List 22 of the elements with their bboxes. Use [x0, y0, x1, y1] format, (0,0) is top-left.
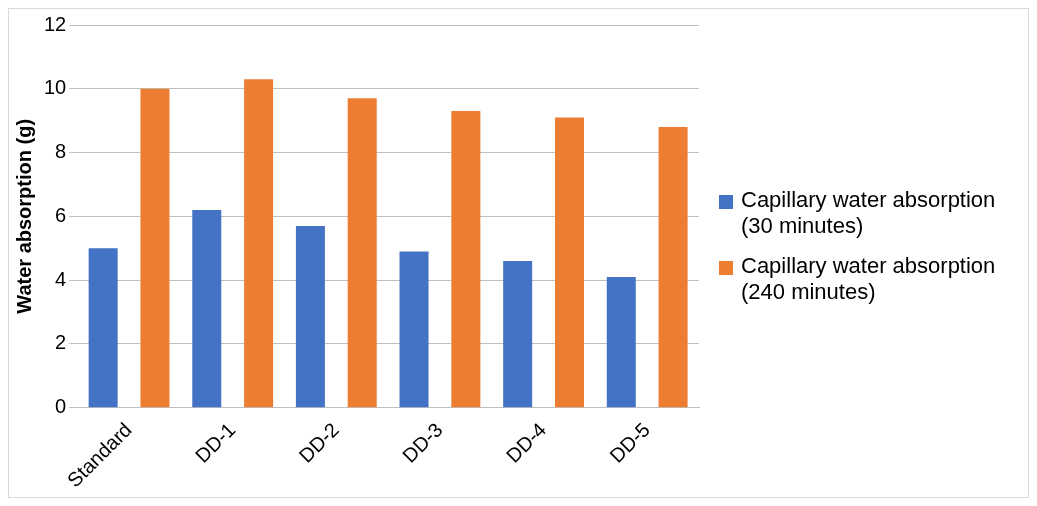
y-tick-label: 0 — [55, 395, 67, 418]
y-axis-title: Water absorption (g) — [12, 118, 35, 314]
bar — [88, 248, 118, 408]
bar — [658, 127, 688, 408]
bar — [503, 260, 533, 408]
bar — [140, 88, 170, 408]
bar — [451, 111, 481, 408]
bar — [399, 251, 429, 408]
bar — [295, 225, 325, 408]
bar — [347, 98, 377, 408]
y-tick-label: 10 — [44, 76, 67, 99]
legend-label: Capillary water absorption (30 minutes) — [741, 187, 997, 239]
y-tick-label: 4 — [55, 267, 67, 290]
bar — [244, 79, 274, 408]
y-tick-label: 2 — [55, 331, 67, 354]
y-tick-label: 8 — [55, 140, 67, 163]
y-tick-label: 12 — [44, 12, 67, 35]
bar — [554, 117, 584, 408]
y-tick-label: 6 — [55, 203, 67, 226]
bar — [606, 276, 636, 408]
legend-label: Capillary water absorption (240 minutes) — [741, 253, 997, 305]
bar — [192, 209, 222, 408]
